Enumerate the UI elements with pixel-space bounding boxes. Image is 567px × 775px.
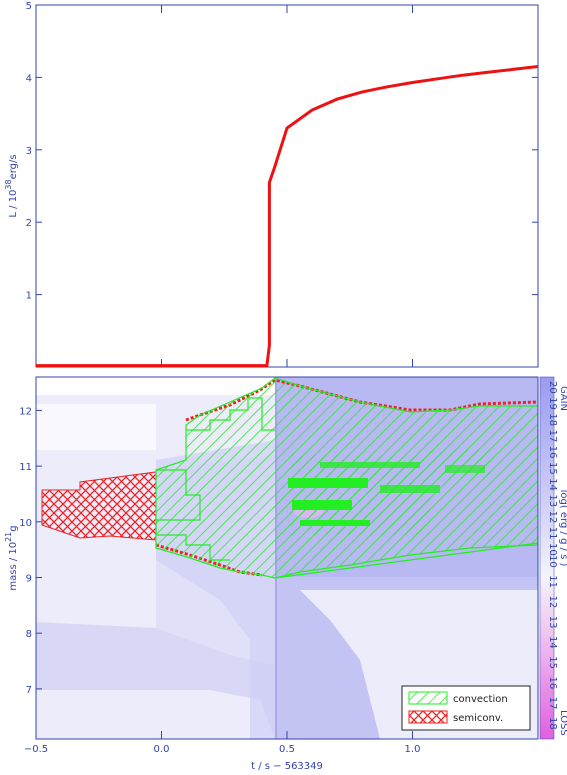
bottom-x-tick-label: −0.5 (24, 744, 48, 755)
luminosity-curve (36, 65, 539, 368)
colorbar-gain-tick-label: 20 (547, 381, 558, 394)
bottom-y-tick-label: 7 (26, 685, 32, 696)
colorbar-loss-tick-label: 13 (547, 616, 558, 629)
colorbar-gain-tick-label: 16 (547, 446, 558, 459)
colorbar-gain-label: GAIN (558, 386, 567, 411)
top-y-tick-label: 2 (26, 218, 32, 229)
colorbar-loss-tick-label: 16 (547, 677, 558, 690)
colorbar-gain-tick-label: 15 (547, 462, 558, 475)
colorbar-gain-tick-label: 13 (547, 494, 558, 507)
bottom-y-tick-label: 8 (26, 629, 32, 640)
x-axis-label: t / s − 563349 (251, 761, 323, 772)
bottom-y-ticks: 7 8 9 10 11 12 (19, 406, 42, 696)
convection-steps-upper (186, 397, 275, 431)
bottom-x-tick-label: 0.0 (154, 744, 170, 755)
colorbar-loss-label: LOSS (558, 710, 567, 736)
colorbar-loss-tick-label: 17 (547, 697, 558, 710)
bottom-y-tick-label: 11 (19, 462, 32, 473)
top-plot-frame (35, 4, 539, 368)
top-y-label-main: L / 10 (8, 190, 19, 218)
colorbar-ramp (539, 376, 555, 740)
colorbar-gain-tick-label: 18 (547, 413, 558, 426)
bottom-y-label-exp: 21 (4, 532, 13, 542)
luminosity-panel: 1 2 3 4 5 L / 1038erg/s (4, 1, 539, 368)
colorbar-gain-tick-label: 12 (547, 511, 558, 524)
bottom-y-label-main: mass / 10 (8, 542, 19, 591)
colorbar-ellipsis: ... (547, 550, 558, 560)
bottom-y-label-unit: g (8, 525, 19, 531)
bottom-y-tick-label: 10 (19, 518, 32, 529)
gain-region-tail (275, 577, 538, 739)
colorbar-gain-tick-label: 14 (547, 478, 558, 491)
energy-generation-regions (36, 377, 538, 739)
kippenhahn-panel: 7 8 9 10 11 12 −0.5 0.0 0.5 1.0 mass / 1021g t /… (4, 376, 567, 772)
legend-semiconv-label: semiconv. (453, 713, 503, 724)
top-y-label-unit: erg/s (8, 154, 19, 179)
colorbar-loss-tick-label: 15 (547, 656, 558, 669)
convection-dense-cluster (288, 450, 490, 535)
bottom-x-tick-label: 0.5 (279, 744, 295, 755)
colorbar-label: log( erg / g / s ) (558, 490, 567, 567)
legend-convection-swatch (408, 691, 448, 705)
bottom-y-tick-label: 9 (26, 573, 32, 584)
colorbar-loss-tick-label: 14 (547, 636, 558, 649)
colorbar-gain-tick-label: 19 (547, 397, 558, 410)
bottom-x-ticks: −0.5 0.0 0.5 1.0 (24, 731, 421, 755)
colorbar-loss-tick-label: 10 (547, 555, 558, 568)
colorbar-loss-tick-label: 18 (547, 717, 558, 730)
top-y-tick-label: 3 (26, 146, 32, 157)
top-y-tick-label: 4 (26, 73, 32, 84)
legend-semiconv-swatch (408, 710, 448, 724)
gain-region-upper-white (36, 404, 156, 450)
colorbar-gain-ticks: 10 11 12 13 14 15 16 17 18 19 20 (547, 381, 558, 556)
colorbar-gain-tick-label: 10 (547, 543, 558, 556)
bottom-y-tick-label: 12 (19, 406, 32, 417)
convection-steps (155, 469, 230, 561)
top-y-ticks: 1 2 3 4 5 (26, 1, 538, 302)
top-y-label-exp: 38 (4, 179, 13, 189)
bottom-y-label: mass / 1021g (4, 525, 19, 590)
convection-lower-edge (274, 542, 538, 579)
legend-convection-label: convection (453, 694, 508, 705)
legend: convection semiconv. (401, 685, 531, 731)
top-y-label: L / 1038erg/s (4, 154, 19, 217)
colorbar-gain-tick-label: 11 (547, 527, 558, 540)
colorbar-loss-tick-label: 11 (547, 575, 558, 588)
colorbar-loss-ticks: 18 17 16 15 14 13 12 11 10 (547, 555, 558, 730)
top-y-tick-label: 5 (26, 1, 32, 12)
gain-region-low-white (36, 690, 275, 739)
top-y-tick-label: 1 (26, 291, 32, 302)
colorbar-gain-tick-label: 17 (547, 430, 558, 443)
bottom-x-tick-label: 1.0 (405, 744, 421, 755)
colorbar-loss-tick-label: 12 (547, 596, 558, 609)
